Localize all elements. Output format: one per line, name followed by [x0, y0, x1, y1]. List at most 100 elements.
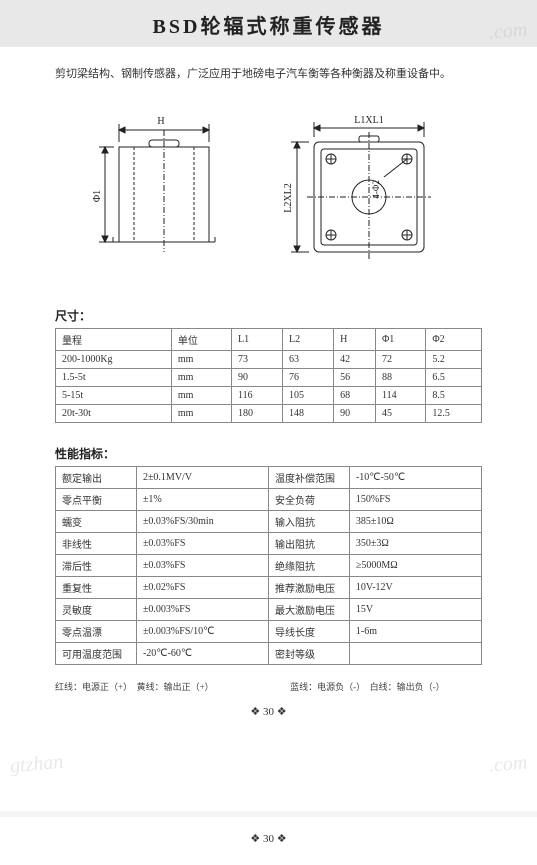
table-row: 非线性±0.03%FS输出阻抗350±3Ω: [56, 532, 482, 554]
spec-value: 385±10Ω: [349, 510, 481, 532]
watermark-bottom-left: gtzhan: [9, 751, 64, 779]
table-header: Φ1: [375, 328, 425, 350]
table-cell: 6.5: [426, 368, 482, 386]
spec-value: ±0.03%FS: [136, 532, 268, 554]
spec-label: 灵敏度: [56, 598, 137, 620]
table-cell: 12.5: [426, 404, 482, 422]
table-row: 1.5-5tmm907656886.5: [56, 368, 482, 386]
table-cell: 116: [232, 386, 283, 404]
table-cell: 148: [283, 404, 334, 422]
table-cell: 1.5-5t: [56, 368, 172, 386]
table-row: 200-1000Kgmm736342725.2: [56, 350, 482, 368]
table-cell: 200-1000Kg: [56, 350, 172, 368]
spec-value: -20℃-60℃: [136, 642, 268, 664]
spec-value: ±0.03%FS: [136, 554, 268, 576]
wiring-footnote: 红线：电源正（+） 黄线：输出正（+） 蓝线：电源负（-） 白线：输出负（-）: [0, 680, 537, 693]
table-row: 零点温漂±0.003%FS/10℃导线长度1-6m: [56, 620, 482, 642]
spec-label: 密封等级: [268, 642, 349, 664]
table-header: Φ2: [426, 328, 482, 350]
table-row: 5-15tmm116105681148.5: [56, 386, 482, 404]
spec-value: ≥5000MΩ: [349, 554, 481, 576]
table-cell: 68: [334, 386, 376, 404]
page-title: BSD轮辐式称重传感器: [0, 10, 537, 39]
table-row: 灵敏度±0.003%FS最大激励电压15V: [56, 598, 482, 620]
table-cell: 5.2: [426, 350, 482, 368]
intro-text: 剪切梁结构、钢制传感器，广泛应用于地磅电子汽车衡等各种衡器及称重设备中。: [0, 65, 537, 84]
table-cell: 73: [232, 350, 283, 368]
spec-value: -10℃-50℃: [349, 466, 481, 488]
spec-label: 重复性: [56, 576, 137, 598]
table-cell: 90: [334, 404, 376, 422]
table-cell: 20t-30t: [56, 404, 172, 422]
table-row: 额定输出2±0.1MV/V温度补偿范围-10℃-50℃: [56, 466, 482, 488]
datasheet-page: .com gtzhan .com BSD轮辐式称重传感器 剪切梁结构、钢制传感器…: [0, 0, 537, 811]
page-number: ❖ 30 ❖: [0, 705, 537, 728]
spec-label: 温度补偿范围: [268, 466, 349, 488]
watermark-bottom-right: .com: [488, 751, 528, 777]
table-cell: 42: [334, 350, 376, 368]
spec-label: 输出阻抗: [268, 532, 349, 554]
table-cell: 180: [232, 404, 283, 422]
table-cell: 114: [375, 386, 425, 404]
diagram-side-view: H Φ1: [89, 112, 239, 262]
dim-label-l1: L1XL1: [354, 115, 383, 126]
spec-label: 导线长度: [268, 620, 349, 642]
table-header: 单位: [171, 328, 231, 350]
dim-label-h: H: [157, 116, 164, 127]
table-cell: mm: [171, 386, 231, 404]
spec-value: ±1%: [136, 488, 268, 510]
page-number-next: ❖ 30 ❖: [0, 832, 537, 855]
table-cell: mm: [171, 350, 231, 368]
table-header: H: [334, 328, 376, 350]
spec-value: ±0.03%FS/30min: [136, 510, 268, 532]
spec-value: 10V-12V: [349, 576, 481, 598]
table-cell: 56: [334, 368, 376, 386]
table-cell: mm: [171, 404, 231, 422]
spec-value: [349, 642, 481, 664]
spec-label: 推荐激励电压: [268, 576, 349, 598]
table-cell: 88: [375, 368, 425, 386]
spec-label: 最大激励电压: [268, 598, 349, 620]
table-cell: 72: [375, 350, 425, 368]
table-row: 滞后性±0.03%FS绝缘阻抗≥5000MΩ: [56, 554, 482, 576]
dimension-table: 量程单位L1L2HΦ1Φ2 200-1000Kgmm736342725.21.5…: [55, 328, 482, 423]
title-band: BSD轮辐式称重传感器: [0, 0, 537, 47]
spec-label: 额定输出: [56, 466, 137, 488]
table-cell: mm: [171, 368, 231, 386]
table-cell: 63: [283, 350, 334, 368]
spec-label: 可用温度范围: [56, 642, 137, 664]
spec-value: 2±0.1MV/V: [136, 466, 268, 488]
dim-label-l2: L2XL2: [283, 183, 294, 212]
spec-label: 非线性: [56, 532, 137, 554]
spec-value: 15V: [349, 598, 481, 620]
spec-label: 安全负荷: [268, 488, 349, 510]
spec-label: 零点平衡: [56, 488, 137, 510]
spec-value: 150%FS: [349, 488, 481, 510]
table-cell: 45: [375, 404, 425, 422]
spec-label: 零点温漂: [56, 620, 137, 642]
performance-table: 额定输出2±0.1MV/V温度补偿范围-10℃-50℃零点平衡±1%安全负荷15…: [55, 466, 482, 665]
spec-label: 滞后性: [56, 554, 137, 576]
spec-label: 蠕变: [56, 510, 137, 532]
diagrams-row: H Φ1: [0, 112, 537, 262]
table-cell: 105: [283, 386, 334, 404]
spec-value: ±0.003%FS: [136, 598, 268, 620]
dim-label-corner: 4-Φ2: [371, 180, 381, 199]
spec-value: 350±3Ω: [349, 532, 481, 554]
table-cell: 5-15t: [56, 386, 172, 404]
spec-value: 1-6m: [349, 620, 481, 642]
table-row: 重复性±0.02%FS推荐激励电压10V-12V: [56, 576, 482, 598]
perf-section-label: 性能指标：: [0, 445, 537, 462]
diagram-top-view: L1XL1 L2XL2 4-Φ2: [279, 112, 449, 262]
spec-value: ±0.003%FS/10℃: [136, 620, 268, 642]
table-row: 零点平衡±1%安全负荷150%FS: [56, 488, 482, 510]
table-cell: 90: [232, 368, 283, 386]
next-page-strip: ❖ 30 ❖: [0, 817, 537, 865]
spec-label: 输入阻抗: [268, 510, 349, 532]
table-header: L1: [232, 328, 283, 350]
table-row: 20t-30tmm180148904512.5: [56, 404, 482, 422]
spec-label: 绝缘阻抗: [268, 554, 349, 576]
table-row: 可用温度范围-20℃-60℃密封等级: [56, 642, 482, 664]
table-header: 量程: [56, 328, 172, 350]
table-cell: 8.5: [426, 386, 482, 404]
